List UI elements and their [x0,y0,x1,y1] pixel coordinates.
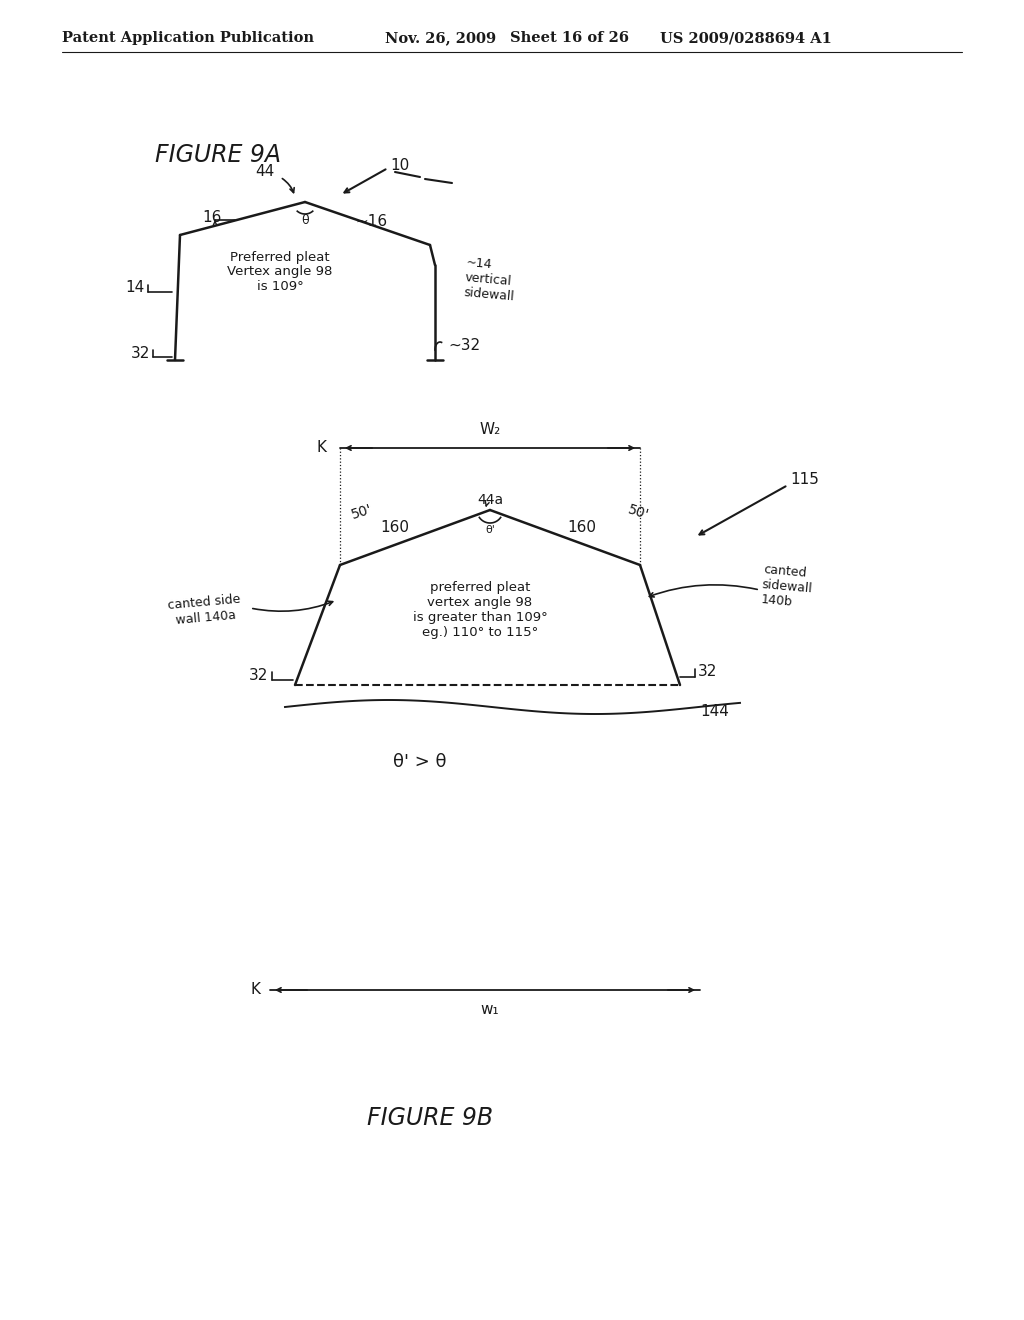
Text: θ' > θ: θ' > θ [393,752,446,771]
Text: θ': θ' [485,525,495,535]
Text: Patent Application Publication: Patent Application Publication [62,30,314,45]
Text: θ: θ [301,214,309,227]
Text: 10: 10 [390,157,410,173]
Text: 144: 144 [700,705,729,719]
Text: Nov. 26, 2009: Nov. 26, 2009 [385,30,496,45]
Text: 115: 115 [790,473,819,487]
Text: ~16: ~16 [355,214,387,230]
Text: preferred pleat
vertex angle 98
is greater than 109°
eg.) 110° to 115°: preferred pleat vertex angle 98 is great… [413,581,548,639]
Text: 32: 32 [131,346,150,360]
Text: canted
sidewall
140b: canted sidewall 140b [760,564,814,611]
Text: K: K [250,982,260,998]
Text: 50': 50' [349,502,375,521]
Text: Sheet 16 of 26: Sheet 16 of 26 [510,30,629,45]
Text: w₁: w₁ [480,1002,500,1018]
Text: ~32: ~32 [449,338,480,352]
Text: 50': 50' [626,502,650,521]
Text: FIGURE 9A: FIGURE 9A [155,143,281,168]
Text: canted side
wall 140a: canted side wall 140a [167,593,243,627]
Text: 44: 44 [256,165,275,180]
Text: 32: 32 [698,664,718,680]
Text: Preferred pleat
Vertex angle 98
is 109°: Preferred pleat Vertex angle 98 is 109° [227,251,333,293]
Text: 14: 14 [126,281,145,296]
Text: 32: 32 [249,668,268,682]
Text: US 2009/0288694 A1: US 2009/0288694 A1 [660,30,831,45]
Text: 44a: 44a [477,492,503,507]
Text: 160: 160 [381,520,410,535]
Text: K: K [316,441,326,455]
Text: ~14
vertical
sidewall: ~14 vertical sidewall [463,256,517,304]
Text: W₂: W₂ [479,422,501,437]
Text: FIGURE 9B: FIGURE 9B [367,1106,494,1130]
Text: 160: 160 [567,520,597,535]
Text: 16: 16 [203,210,222,224]
